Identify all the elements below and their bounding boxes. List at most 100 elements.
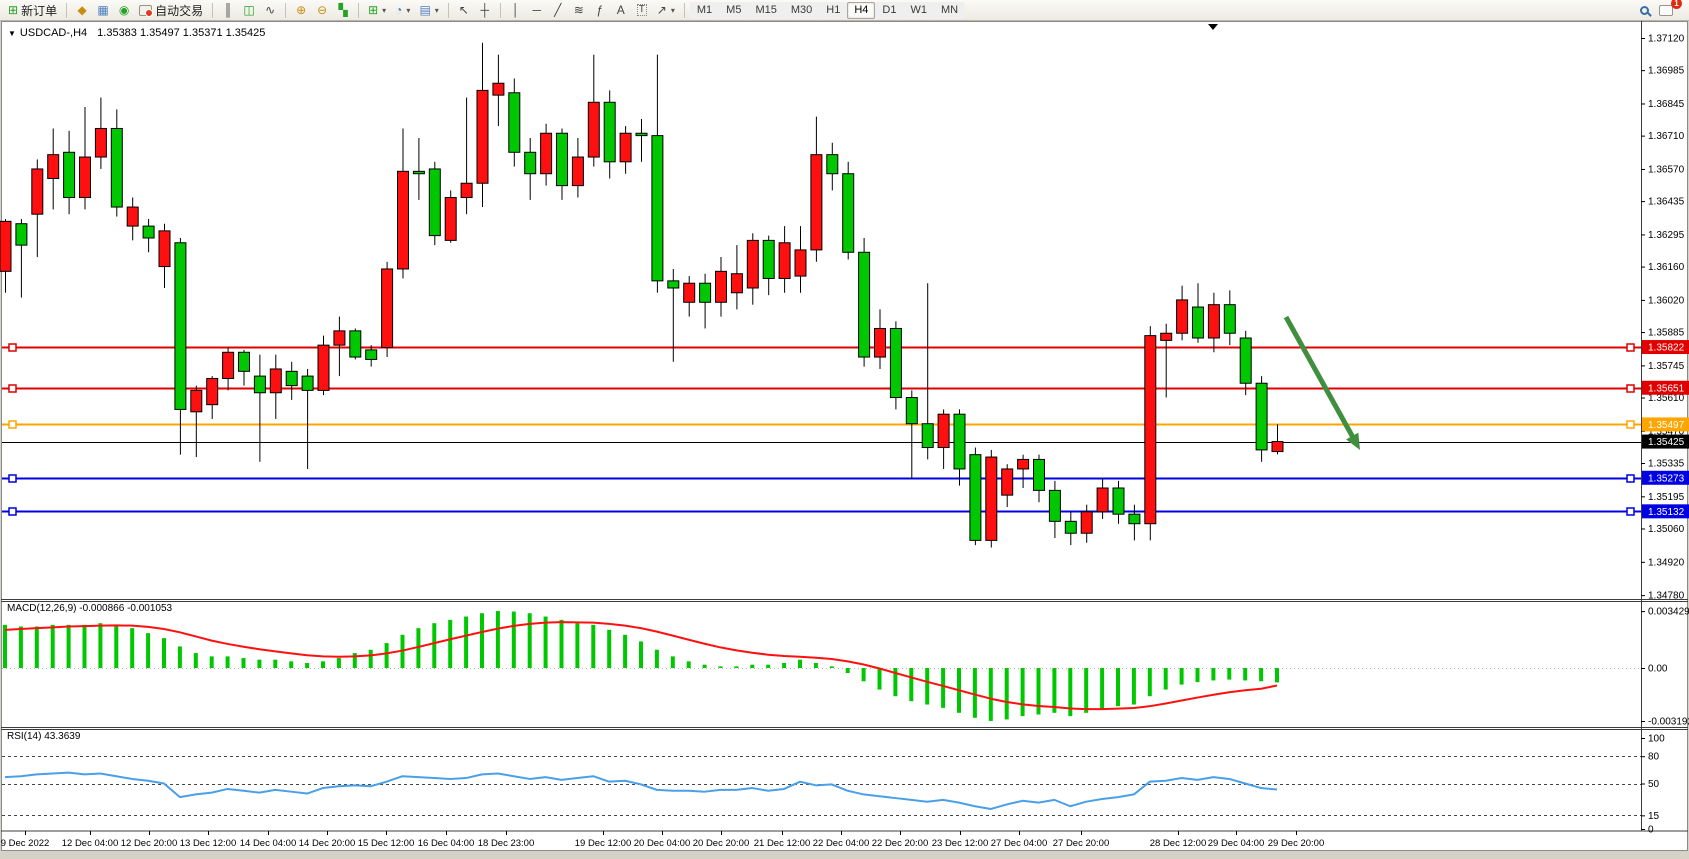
timeframe-button-W1[interactable]: W1 (903, 1, 934, 19)
candle-body (508, 92, 521, 153)
timeframe-button-H1[interactable]: H1 (819, 1, 848, 19)
candle-body (524, 151, 537, 175)
timeframe-button-D1[interactable]: D1 (875, 1, 904, 19)
bar-chart-button[interactable]: ║ (218, 1, 238, 19)
timeframe-button-M15[interactable]: M15 (748, 1, 784, 19)
collapse-caret-icon[interactable]: ▼ (8, 29, 16, 38)
macd-histogram-bar (1100, 668, 1105, 710)
rsi-tick-label: 50 (1648, 779, 1660, 790)
candle-body (540, 132, 553, 175)
hline-handle[interactable] (8, 343, 17, 352)
indicators-icon: ⊞ (368, 3, 379, 17)
line-chart-button[interactable]: ∿ (260, 1, 280, 19)
candle-body (158, 230, 171, 268)
timeframe-button-M5[interactable]: M5 (719, 1, 749, 19)
timeframe-button-M1[interactable]: M1 (689, 1, 720, 19)
search-button[interactable] (1634, 1, 1654, 19)
timeframe-button-M30[interactable]: M30 (783, 1, 820, 19)
candle-body (715, 270, 727, 303)
candle-body (603, 101, 616, 163)
candle-body (397, 170, 409, 270)
vertical-line-button[interactable]: │ (506, 1, 526, 19)
macd-histogram-bar (66, 624, 71, 668)
timeframe-button-H4[interactable]: H4 (847, 1, 876, 19)
price-tick-label: 1.35885 (1648, 328, 1685, 339)
market-watch-button[interactable]: ◆ (72, 1, 92, 19)
price-tick-label: 1.34920 (1648, 557, 1685, 568)
channel-button[interactable]: ≋ (569, 1, 589, 19)
time-tick-label: 14 Dec 04:00 (240, 838, 297, 849)
signals-button[interactable]: ◉ (114, 1, 134, 19)
autotrading-button[interactable]: 自动交易 (135, 1, 207, 19)
time-tick-label: 12 Dec 04:00 (62, 838, 119, 849)
candlestick-chart-button[interactable]: ◫ (239, 1, 259, 19)
hline-handle[interactable] (1626, 420, 1635, 429)
candle-body (0, 220, 12, 272)
chart-header: ▼ USDCAD-,H4 1.35383 1.35497 1.35371 1.354… (8, 27, 265, 39)
trend-arrow-annotation[interactable] (1283, 315, 1358, 443)
toolbar: ⊞ 新订单 ◆ ▦ ◉ 自动交易 ║ ◫ ∿ ⊕ ⊖ ▚ ⊞ ▾ ◔ ▾ ▤ ▾ ↖ … (0, 0, 1689, 21)
rsi-value: 43.3639 (44, 731, 81, 742)
macd-histogram-bar (114, 624, 119, 668)
data-window-button[interactable]: ▦ (93, 1, 113, 19)
macd-histogram-bar (82, 624, 87, 668)
notifications-button[interactable]: 1 (1655, 0, 1682, 19)
templates-button[interactable]: ▤ ▾ (415, 1, 442, 19)
candle-body (317, 344, 330, 391)
timeframe-button-MN[interactable]: MN (933, 1, 966, 19)
hline-handle[interactable] (8, 507, 17, 516)
indicators-button[interactable]: ⊞ ▾ (364, 1, 390, 19)
macd-histogram-bar (1052, 668, 1057, 713)
hline-handle[interactable] (1626, 343, 1635, 352)
new-order-button[interactable]: ⊞ 新订单 (4, 1, 61, 19)
price-tick-label: 1.34780 (1648, 591, 1685, 602)
tile-windows-button[interactable]: ▚ (333, 1, 353, 19)
macd-histogram-bar (193, 653, 198, 668)
window-bottom-strip (0, 851, 1689, 859)
candle-body (858, 251, 871, 358)
horizontal-line-button[interactable]: ─ (527, 1, 547, 19)
horizontal-line-icon: ─ (532, 3, 542, 17)
zoom-out-button[interactable]: ⊖ (312, 1, 332, 19)
macd-histogram-bar (1068, 668, 1073, 717)
candle-body (381, 268, 394, 349)
trendline-icon: ╱ (554, 3, 562, 17)
hline-handle[interactable] (1626, 474, 1635, 483)
chart-shift-marker[interactable] (1208, 24, 1218, 30)
trendline-button[interactable]: ╱ (548, 1, 568, 19)
candle-body (222, 351, 235, 379)
macd-histogram-bar (750, 664, 755, 668)
candle-body (1128, 513, 1141, 525)
chevron-down-icon: ▾ (406, 5, 411, 15)
cursor-button[interactable]: ↖ (454, 1, 474, 19)
time-tick-label: 27 Dec 20:00 (1053, 838, 1110, 849)
zoom-in-button[interactable]: ⊕ (291, 1, 311, 19)
hline-handle[interactable] (1626, 507, 1635, 516)
price-tick-label: 1.36845 (1648, 99, 1685, 110)
crosshair-button[interactable]: ┼ (475, 1, 495, 19)
candle-body (110, 127, 123, 208)
hline-handle[interactable] (8, 474, 17, 483)
macd-histogram-bar (480, 613, 484, 668)
macd-histogram-bar (829, 666, 834, 668)
candle-body (1064, 520, 1077, 534)
hline-handle[interactable] (1626, 384, 1635, 393)
hline-handle[interactable] (8, 420, 17, 429)
time-tick-label: 16 Dec 04:00 (418, 838, 475, 849)
price-badge (1642, 340, 1689, 355)
price-tick-label: 1.35195 (1648, 492, 1685, 503)
macd-histogram-bar (1179, 668, 1184, 685)
macd-histogram-bar (511, 611, 516, 668)
text-label-button[interactable]: T (632, 1, 652, 19)
text-button[interactable]: A (611, 1, 631, 19)
rsi-tick-label: 0 (1648, 825, 1654, 836)
fibonacci-button[interactable]: ƒ (590, 1, 610, 19)
candle-body (587, 101, 600, 158)
periods-button[interactable]: ◔ ▾ (391, 1, 414, 19)
macd-histogram-bar (845, 668, 850, 673)
hline-handle[interactable] (8, 384, 17, 393)
candle-body (1096, 487, 1109, 513)
arrows-button[interactable]: ↗ ▾ (653, 1, 679, 19)
